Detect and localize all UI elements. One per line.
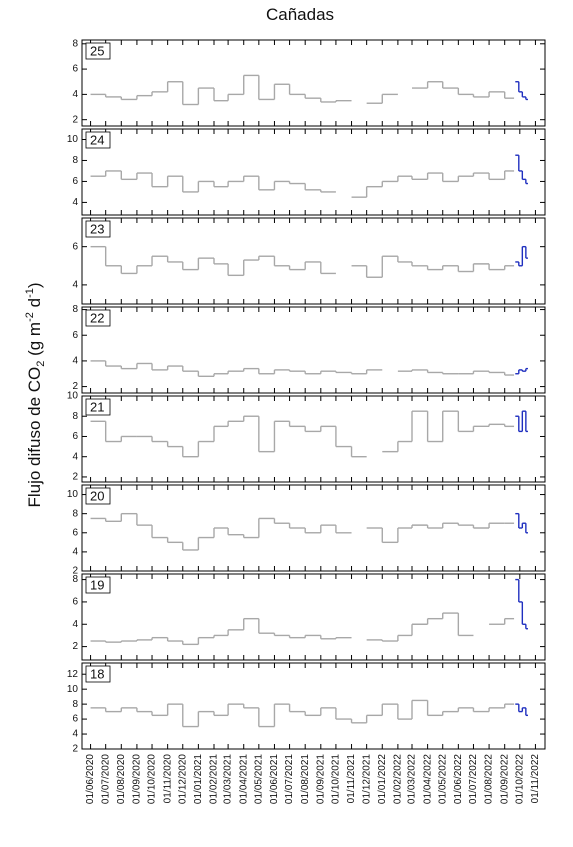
x-tick-label: 01/08/2021 (300, 754, 311, 804)
y-label-text: Flujo difuso de CO (25, 367, 44, 508)
x-tick-label: 01/05/2021 (253, 754, 264, 804)
y-tick-label: 10 (67, 684, 79, 695)
panel-label-box (85, 398, 111, 416)
panel-frame (81, 217, 546, 305)
panel-label-box (85, 576, 111, 594)
x-tick-label: 01/07/2020 (100, 754, 111, 804)
x-tick-label: 01/04/2022 (422, 754, 433, 804)
x-tick-label: 01/04/2021 (238, 754, 249, 804)
y-tick-label: 6 (72, 431, 78, 442)
panel-frame (81, 573, 546, 661)
x-tick-label: 01/02/2021 (209, 754, 220, 804)
x-tick-label: 01/06/2022 (453, 754, 464, 804)
panel-frame (81, 128, 546, 216)
x-tick-label: 01/08/2020 (116, 754, 127, 804)
y-axis-label: Flujo difuso de CO2 (g m-2 d-1) (24, 282, 47, 507)
x-tick-label: 01/11/2020 (162, 754, 173, 804)
x-tick-label: 01/10/2021 (331, 754, 342, 804)
y-tick-label: 6 (72, 330, 78, 341)
y-tick-label: 8 (72, 304, 78, 315)
x-tick-label: 01/06/2021 (269, 754, 280, 804)
y-tick-label: 10 (67, 391, 79, 402)
x-tick-label: 01/11/2021 (346, 754, 357, 804)
y-tick-label: 2 (72, 381, 78, 392)
y-tick-label: 4 (72, 280, 78, 291)
panel-label: 24 (90, 132, 104, 147)
y-tick-label: 6 (72, 597, 78, 608)
y-tick-label: 6 (72, 241, 78, 252)
panel-label: 23 (90, 221, 104, 236)
y-label-sup: -2 (24, 312, 36, 322)
y-tick-label: 8 (72, 574, 78, 585)
chart-title: Cañadas (266, 5, 334, 24)
panel-frame (81, 306, 546, 394)
y-tick-label: 2 (72, 641, 78, 652)
y-tick-label: 4 (72, 547, 78, 558)
y-tick-label: 6 (72, 527, 78, 538)
panel-label: 18 (90, 666, 104, 681)
panel-frame (81, 662, 546, 750)
panel-frame (81, 39, 546, 127)
y-label-sup: -1 (24, 288, 36, 298)
panel-label-box (85, 131, 111, 149)
panel-frame (81, 395, 546, 483)
x-tick-label: 01/09/2022 (499, 754, 510, 804)
x-tick-label: 01/01/2021 (193, 754, 204, 804)
y-label-text: (g m (25, 322, 44, 361)
panel-label-box (85, 665, 111, 683)
y-tick-label: 2 (72, 566, 78, 577)
y-tick-label: 4 (72, 619, 78, 630)
x-tick-label: 01/07/2022 (468, 754, 479, 804)
y-label-text: ) (25, 282, 44, 288)
panel-label-box (85, 487, 111, 505)
y-tick-label: 10 (67, 489, 79, 500)
y-tick-label: 4 (72, 729, 78, 740)
y-tick-label: 4 (72, 451, 78, 462)
panel-label: 21 (90, 399, 104, 414)
x-tick-label: 01/12/2020 (177, 754, 188, 804)
y-tick-label: 4 (72, 197, 78, 208)
x-tick-label: 01/08/2022 (484, 754, 495, 804)
y-tick-label: 8 (72, 699, 78, 710)
y-label-sub: 2 (35, 361, 47, 367)
x-tick-label: 01/09/2020 (132, 754, 143, 804)
panel-label-box (85, 309, 111, 327)
x-tick-label: 01/10/2022 (514, 754, 525, 804)
y-tick-label: 2 (72, 114, 78, 125)
y-tick-label: 6 (72, 64, 78, 75)
x-tick-label: 01/01/2022 (377, 754, 388, 804)
y-tick-label: 12 (67, 669, 79, 680)
x-tick-label: 01/03/2021 (223, 754, 234, 804)
x-tick-label: 01/05/2022 (437, 754, 448, 804)
x-tick-label: 01/09/2021 (315, 754, 326, 804)
panel-label: 25 (90, 43, 104, 58)
panel-label: 22 (90, 310, 104, 325)
y-tick-label: 2 (72, 744, 78, 755)
x-tick-label: 01/12/2021 (361, 754, 372, 804)
y-tick-label: 4 (72, 356, 78, 367)
y-tick-label: 10 (67, 134, 79, 145)
x-tick-label: 01/03/2022 (407, 754, 418, 804)
panel-label: 19 (90, 577, 104, 592)
x-tick-label: 01/10/2020 (147, 754, 158, 804)
panel-label-box (85, 220, 111, 238)
y-tick-label: 2 (72, 472, 78, 483)
y-label-text: d (25, 298, 44, 312)
panel-frame (81, 484, 546, 572)
y-tick-label: 8 (72, 38, 78, 49)
y-tick-label: 8 (72, 508, 78, 519)
x-tick-label: 01/11/2022 (530, 754, 541, 804)
panel-label-box (85, 42, 111, 60)
panel-label: 20 (90, 488, 104, 503)
y-tick-label: 6 (72, 714, 78, 725)
x-tick-label: 01/02/2022 (393, 754, 404, 804)
x-tick-label: 01/07/2021 (284, 754, 295, 804)
y-tick-label: 4 (72, 89, 78, 100)
x-tick-label: 01/06/2020 (85, 754, 96, 804)
y-tick-label: 8 (72, 411, 78, 422)
y-tick-label: 6 (72, 176, 78, 187)
y-tick-label: 8 (72, 155, 78, 166)
